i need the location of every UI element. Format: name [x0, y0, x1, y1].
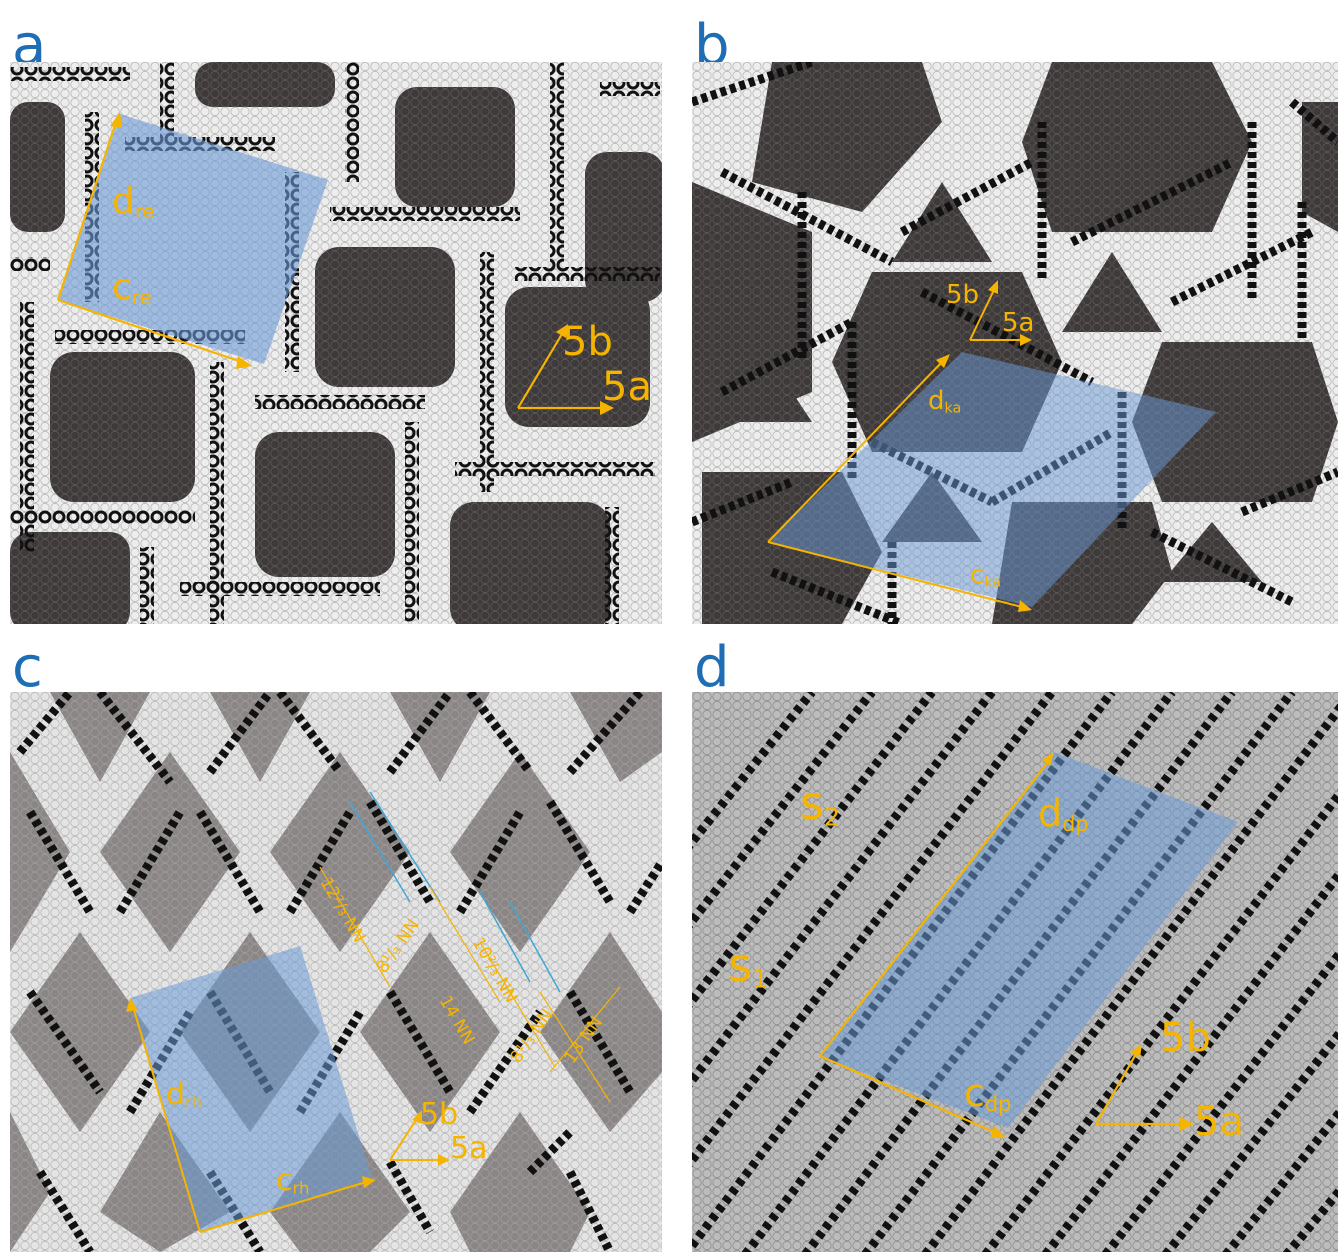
- panel-a-svg: [10, 62, 662, 624]
- panel-b-svg: [692, 62, 1338, 624]
- label-5a-d: 5a: [1194, 1099, 1244, 1145]
- d-dp-sub: dp: [1062, 812, 1089, 837]
- panel-c-image: drh crh 5b 5a 12²/₃ NN 8¹/₃ NN 10²/₃ NN …: [10, 692, 662, 1252]
- d-ka-sub: ka: [944, 400, 962, 417]
- label-c-re: cre: [112, 270, 152, 308]
- pores: [10, 62, 662, 624]
- lattice-vectors-a: [56, 112, 614, 415]
- panel-letter-d: d: [694, 635, 730, 700]
- label-c-rh: crh: [276, 1166, 309, 1198]
- unit-cell-ka: [768, 352, 1216, 607]
- label-5b-a: 5b: [562, 319, 613, 365]
- label-s1: s1: [728, 942, 768, 992]
- c-ka-sub: ka: [984, 574, 1002, 591]
- panel-a-image: dre cre 5b 5a: [10, 62, 662, 624]
- c-re-sub: re: [131, 285, 152, 309]
- d-re-letter: d: [112, 181, 135, 222]
- lattice-vectors-b: [767, 280, 1032, 612]
- unit-cell-rh: [130, 946, 372, 1232]
- c-ka-letter: c: [970, 560, 985, 590]
- label-5b-d: 5b: [1160, 1015, 1211, 1061]
- label-d-re: dre: [112, 184, 155, 222]
- label-d-ka: dka: [928, 388, 961, 416]
- s2-sub: 2: [823, 802, 841, 832]
- s2-letter: s: [800, 776, 824, 830]
- c-dp-letter: c: [964, 1071, 985, 1115]
- molecule-rods: [16, 692, 662, 1252]
- panel-letter-c: c: [12, 635, 43, 700]
- d-dp-letter: d: [1038, 791, 1063, 835]
- panel-d-svg: [692, 692, 1338, 1252]
- lattice-vectors-d: [819, 752, 1194, 1138]
- label-s2: s2: [800, 780, 840, 830]
- d-re-sub: re: [134, 199, 155, 223]
- s1-sub: 1: [751, 964, 769, 994]
- label-d-rh: drh: [166, 1080, 202, 1112]
- label-5b-b: 5b: [946, 280, 980, 310]
- s1-letter: s: [728, 938, 752, 992]
- lattice-vectors-c: [126, 866, 621, 1233]
- label-d-dp: ddp: [1038, 794, 1089, 835]
- d-rh-letter: d: [166, 1077, 186, 1112]
- panel-b-image: dka cka 5b 5a: [692, 62, 1338, 624]
- label-5a-a: 5a: [602, 364, 652, 410]
- panel-d-image: ddp cdp 5b 5a s2 s1: [692, 692, 1338, 1252]
- panel-c-svg: [10, 692, 662, 1252]
- d-ka-letter: d: [928, 386, 945, 416]
- label-5a-c: 5a: [450, 1131, 488, 1166]
- label-5b-c: 5b: [420, 1097, 459, 1132]
- d-rh-sub: rh: [185, 1093, 202, 1113]
- label-c-dp: cdp: [964, 1074, 1011, 1115]
- c-re-letter: c: [112, 267, 132, 308]
- guide-lines: [349, 791, 561, 993]
- label-5a-b: 5a: [1002, 308, 1035, 338]
- unit-cell-dp: [820, 752, 1238, 1128]
- c-rh-letter: c: [276, 1163, 293, 1198]
- unit-cell-re: [58, 114, 328, 364]
- label-c-ka: cka: [970, 562, 1001, 590]
- c-rh-sub: rh: [292, 1179, 310, 1199]
- c-dp-sub: dp: [984, 1092, 1012, 1117]
